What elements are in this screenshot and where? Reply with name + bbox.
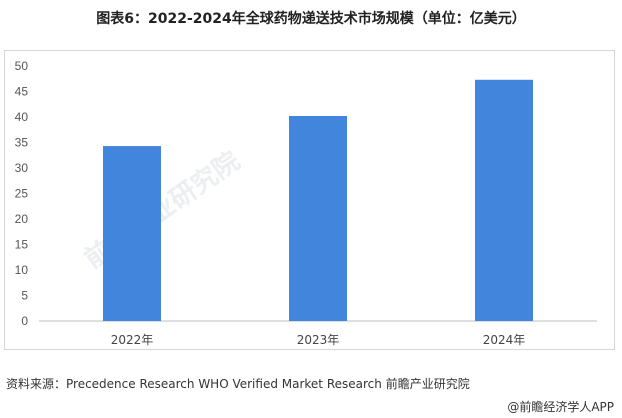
- chart-frame: [4, 50, 615, 350]
- y-tick-label: 15: [15, 238, 29, 252]
- footer-credit: @前瞻经济学人APP: [507, 400, 614, 414]
- y-tick-label: 5: [21, 289, 28, 303]
- y-tick-label: 10: [15, 263, 29, 277]
- y-tick-label: 35: [15, 136, 29, 150]
- bar-2024年: [475, 79, 533, 322]
- y-tick-label: 30: [15, 161, 29, 175]
- x-tick-label: 2024年: [483, 333, 526, 347]
- source-note: 资料来源：Precedence Research WHO Verified Ma…: [6, 377, 470, 391]
- y-tick-label: 45: [15, 85, 29, 99]
- y-tick-label: 40: [15, 110, 29, 124]
- x-tick-label: 2022年: [111, 333, 154, 347]
- y-tick-label: 0: [21, 314, 28, 328]
- y-tick-label: 50: [15, 59, 29, 73]
- y-tick-label: 20: [15, 212, 29, 226]
- chart-title: 图表6：2022-2024年全球药物递送技术市场规模（单位：亿美元）: [96, 11, 526, 27]
- y-tick-label: 25: [15, 187, 29, 201]
- bar-2022年: [103, 146, 161, 321]
- bar-2023年: [289, 115, 347, 321]
- x-tick-label: 2023年: [297, 333, 340, 347]
